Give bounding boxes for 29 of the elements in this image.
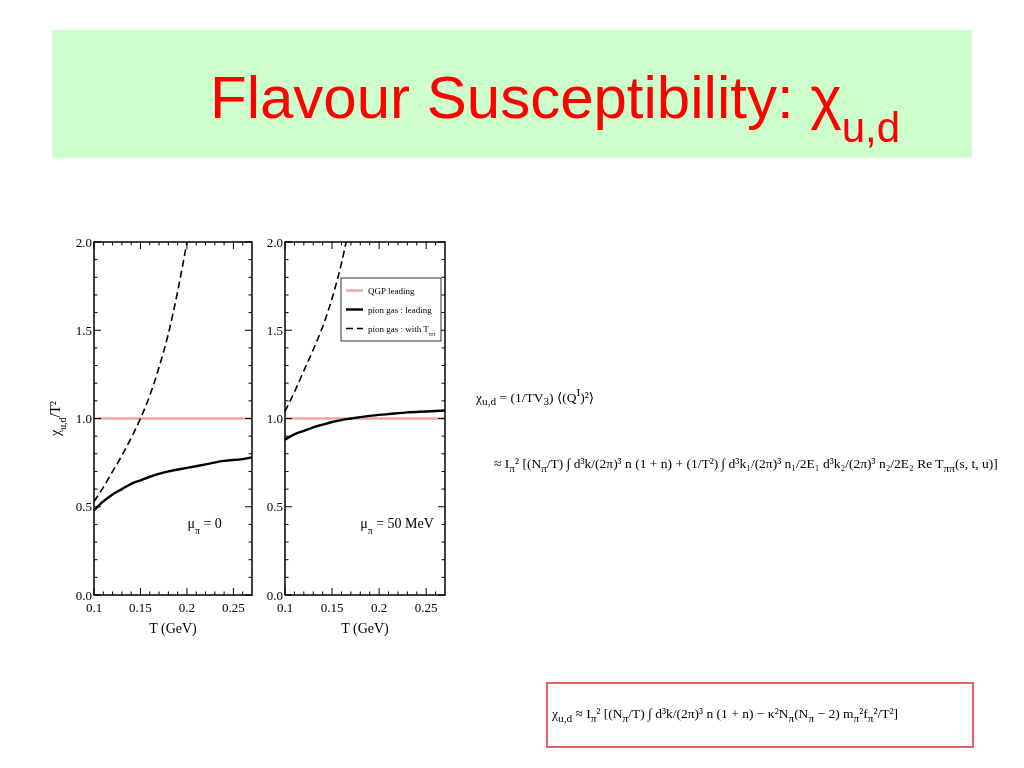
x-axis-title: T (GeV) <box>149 621 198 637</box>
x-tick-label: 0.2 <box>370 600 388 615</box>
legend-label: pion gas : leading <box>368 304 433 315</box>
x-tick-label: 0.2 <box>178 600 196 615</box>
x-tick-label: 0.1 <box>85 600 103 615</box>
text: Flavour Susceptibility: χ$_{u,d}$ <box>210 64 901 151</box>
y-tick-label: 0.0 <box>266 587 283 603</box>
legend-label: pion gas : with T$_{ππ}$ <box>368 323 437 336</box>
y-tick-label: 2.0 <box>266 234 283 250</box>
x-axis-title: T (GeV) <box>341 621 390 637</box>
y-tick-label: 0.0 <box>75 587 92 603</box>
y-tick-label: 1.5 <box>266 322 283 338</box>
text: ≈ I$_{π}$² [(N$_{π}$/T) ∫ d³k/(2π)³ n (1 + n) + (1/T²) ∫ d³k₁/(2π)³ n₁/2E₁ d³k₂/(2π)³ n₂/2E₂ Re T$_{ππ}$(s, t, u)] <box>493 454 998 476</box>
y-tick-label: 1.5 <box>75 322 92 338</box>
annotation: μ$_{π}$ = 0 <box>187 515 222 536</box>
annotation: μ$_{π}$ = 50 MeV <box>360 515 434 536</box>
text: χ$_{u,d}$ ≈ I$_{π}$² [(N$_{π}$/T) ∫ d³k/(2π)³ n (1 + n) − κ²N$_{π}$(N$_{π}$ − 2) m$_{π}$²f$_{π}$²/T²] <box>552 705 899 724</box>
text: χ$_{u,d}$ = (1/TV$_{3}$) ⟨(Q$^{I}$)²⟩ <box>476 385 594 410</box>
x-tick-label: 0.1 <box>276 600 294 615</box>
x-tick-label: 0.25 <box>222 600 245 615</box>
y-tick-label: 1.0 <box>266 411 283 427</box>
x-tick-label: 0.15 <box>129 600 152 615</box>
y-tick-label: 0.5 <box>75 499 92 515</box>
x-tick-label: 0.15 <box>320 600 344 615</box>
x-tick-label: 0.25 <box>414 600 438 615</box>
y-tick-label: 1.0 <box>75 411 92 427</box>
y-tick-label: 0.5 <box>266 499 283 515</box>
legend-label: QGP leading <box>368 285 415 296</box>
y-tick-label: 2.0 <box>75 234 92 250</box>
